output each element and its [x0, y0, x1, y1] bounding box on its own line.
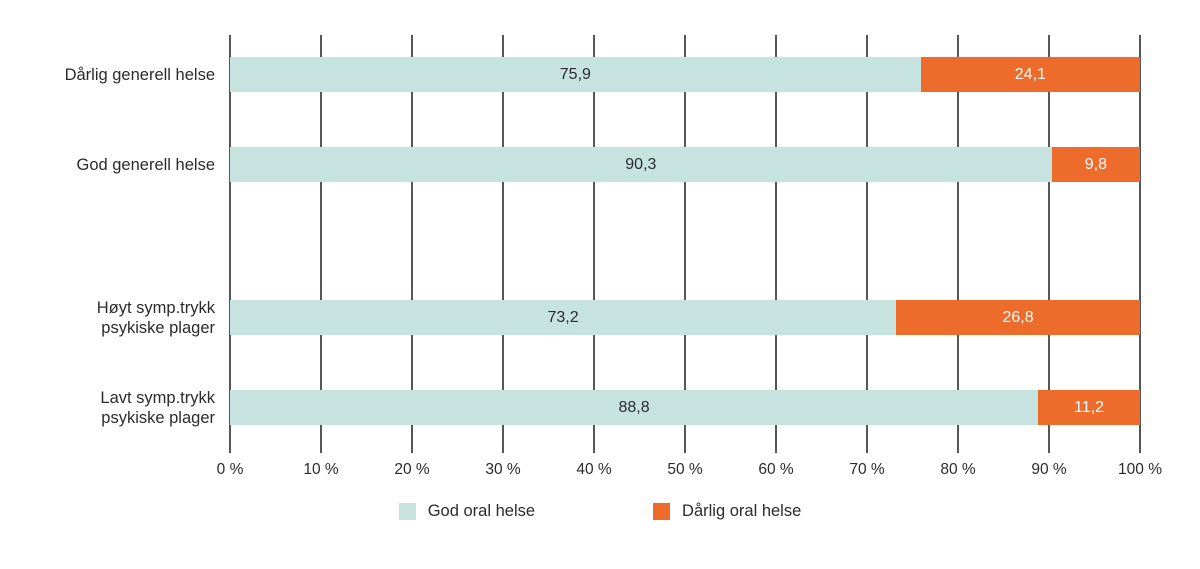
bar-value-label: 26,8 [1002, 308, 1034, 326]
x-tick-label: 40 % [576, 461, 612, 478]
x-tick-label: 0 % [216, 461, 244, 478]
gridline [411, 35, 413, 453]
gridline [320, 35, 322, 453]
x-tick-label: 30 % [485, 461, 521, 478]
x-tick-label: 100 % [1118, 461, 1162, 478]
bar-row: 75,9 24,1 [230, 57, 1140, 92]
bar-value-label: 73,2 [547, 308, 579, 326]
bar-segment-darlig-oral-helse: 26,8 [896, 300, 1140, 335]
gridline [775, 35, 777, 453]
plot-area: 75,9 24,1 90,3 9,8 73,2 26,8 88,8 11,2 [229, 35, 1141, 453]
bar-segment-god-oral-helse: 90,3 [230, 147, 1052, 182]
x-tick-label: 10 % [303, 461, 339, 478]
bar-segment-darlig-oral-helse: 11,2 [1038, 390, 1140, 425]
bar-value-label: 24,1 [1014, 65, 1046, 83]
x-tick-label: 90 % [1031, 461, 1067, 478]
legend-item: God oral helse [398, 502, 536, 521]
bar-segment-darlig-oral-helse: 24,1 [920, 57, 1140, 92]
legend-label: God oral helse [427, 502, 536, 520]
gridline [684, 35, 686, 453]
x-tick-label: 70 % [849, 461, 885, 478]
category-label: God generell helse [76, 155, 215, 174]
bar-row: 90,3 9,8 [230, 147, 1140, 182]
category-label: Dårlig generell helse [64, 65, 215, 84]
legend-item: Dårlig oral helse [653, 502, 801, 521]
gridline [1139, 35, 1141, 453]
gridline [866, 35, 868, 453]
gridline [502, 35, 504, 453]
x-tick-label: 20 % [394, 461, 430, 478]
bar-row: 73,2 26,8 [230, 300, 1140, 335]
bar-value-label: 90,3 [625, 155, 657, 173]
gridline [957, 35, 959, 453]
legend-label: Dårlig oral helse [682, 502, 802, 520]
gridline [229, 35, 231, 453]
x-tick-label: 50 % [667, 461, 703, 478]
bar-row: 88,8 11,2 [230, 390, 1140, 425]
bar-segment-god-oral-helse: 73,2 [230, 300, 897, 335]
bar-value-label: 75,9 [559, 65, 591, 83]
category-label: Lavt symp.trykk psykiske plager [100, 388, 215, 427]
bar-value-label: 88,8 [618, 398, 650, 416]
legend: God oral helse Dårlig oral helse [0, 502, 1200, 521]
bar-value-label: 9,8 [1084, 155, 1107, 173]
bar-value-label: 11,2 [1074, 398, 1104, 416]
bar-segment-darlig-oral-helse: 9,8 [1051, 147, 1140, 182]
legend-swatch [653, 503, 671, 520]
legend-swatch [398, 503, 416, 520]
x-tick-label: 80 % [940, 461, 976, 478]
bar-segment-god-oral-helse: 75,9 [230, 57, 921, 92]
gridline [593, 35, 595, 453]
x-tick-label: 60 % [758, 461, 794, 478]
category-label: Høyt symp.trykk psykiske plager [96, 298, 215, 337]
gridline [1048, 35, 1050, 453]
bar-segment-god-oral-helse: 88,8 [230, 390, 1039, 425]
